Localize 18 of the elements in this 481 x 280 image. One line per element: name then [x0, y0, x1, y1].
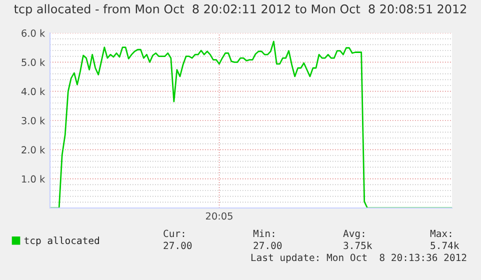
x-tick-label: 20:05 — [206, 212, 232, 220]
chart-title: tcp allocated - from Mon Oct 8 20:02:11 2012 to Mon Oct 8 20:08:51 2012 — [14, 4, 466, 16]
y-tick-label: 4.0 k — [21, 88, 46, 96]
text: Last update: Mon Oct 8 20:13:36 2012 — [251, 254, 466, 264]
y-tick-label: 6.0 k — [22, 29, 46, 37]
text: 3.75k — [344, 242, 372, 250]
y-tick-label: 2.0 k — [22, 146, 46, 154]
text: 5.74k — [430, 242, 460, 250]
text: Min: — [253, 230, 274, 237]
y-tick-label: 1.0 k — [22, 175, 46, 183]
legend-label: tcp allocated — [24, 236, 99, 246]
text: Cur: — [164, 230, 184, 238]
text: 27.00 — [254, 242, 282, 250]
text: Avg: — [343, 230, 364, 240]
text: 27.00 — [164, 242, 192, 250]
y-tick-label: 5.0 k — [22, 58, 46, 66]
text: Max: — [430, 230, 452, 238]
y-tick-label: 3.0 k — [22, 116, 46, 124]
